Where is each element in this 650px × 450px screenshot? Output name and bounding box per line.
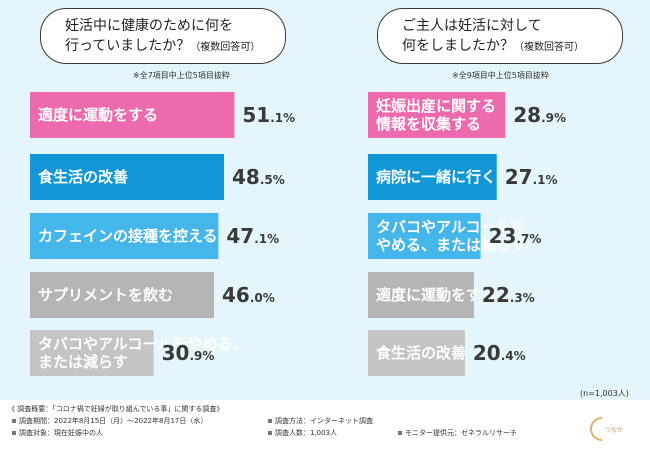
left-question-line2: 行っていましたか？ xyxy=(65,38,191,54)
bar-charts: 適度に運動をする 51.1% 食生活の改善 48.5% カフェインの接種を控える 47.1… xyxy=(30,92,566,376)
value-label-left-3: 47.1% xyxy=(226,224,279,248)
value-label-left-1: 51.1% xyxy=(242,103,295,127)
right-chart-panel: ご主人は妊活に対して 何をしましたか？（複数回答可） ※全9項目中上位5項目抜粋 xyxy=(325,0,650,400)
value-label-right-4: 22.3% xyxy=(482,283,535,307)
survey-period: 調査期間：2022年8月15日（月）～2022年8月17日（水） xyxy=(19,417,208,425)
left-question-bubble: 妊活中に健康のために何を 行っていましたか？（複数回答可） xyxy=(40,8,286,64)
bar-label-left-5: タバコやアルコールをやめる、または減らす xyxy=(38,335,248,371)
left-question-line1: 妊活中に健康のために何を xyxy=(65,18,233,34)
left-chart-panel: 妊活中に健康のために何を 行っていましたか？（複数回答可） ※全7項目中上位5項… xyxy=(0,0,325,400)
survey-method: 調査方法：インターネット調査 xyxy=(275,417,373,425)
sample-size: (n=1,003人) xyxy=(580,389,629,398)
survey-footer: 《 調査概要：「コロナ禍で妊婦が取り組んでいる事」に関する調査》 調査期間：20… xyxy=(0,400,650,450)
bar-left-1 xyxy=(30,92,235,138)
right-note: ※全9項目中上位5項目抜粋 xyxy=(452,71,549,80)
bar-right-4 xyxy=(368,272,474,318)
right-question-line1: ご主人は妊活に対して xyxy=(402,18,542,34)
value-label-right-1: 28.9% xyxy=(513,103,566,127)
survey-target: 調査対象：現在妊娠中の人 xyxy=(19,429,103,437)
bar-left-3 xyxy=(30,213,219,259)
value-label-left-4: 46.0% xyxy=(222,283,275,307)
bar-label-right-4: 適度に運動をする xyxy=(376,286,496,304)
bar-label-right-3: タバコやアルコールをやめる、または減らす xyxy=(376,218,526,254)
bar-label-right-5: 食生活の改善 xyxy=(376,344,466,362)
bar-right-2 xyxy=(368,154,497,200)
bar-left-4 xyxy=(30,272,214,318)
bar-label-left-2: 食生活の改善 xyxy=(38,168,128,186)
bar-right-1 xyxy=(368,92,506,138)
bar-right-3 xyxy=(368,213,481,259)
right-question-line2: 何をしましたか？ xyxy=(402,38,514,54)
left-note: ※全7項目中上位5項目抜粋 xyxy=(133,71,230,80)
bar-label-right-1: 妊娠出産に関する情報を収集する xyxy=(376,97,496,133)
left-question-suffix: （複数回答可） xyxy=(190,42,261,53)
value-label-right-3: 23.7% xyxy=(489,224,542,248)
bar-right-5 xyxy=(368,330,465,376)
bar-label-left-4: サプリメントを飲む xyxy=(38,286,173,304)
bar-label-left-1: 適度に運動をする xyxy=(38,106,158,124)
bar-left-2 xyxy=(30,154,224,200)
value-label-right-5: 20.4% xyxy=(473,341,526,365)
right-question-bubble: ご主人は妊活に対して 何をしましたか？（複数回答可） xyxy=(377,8,623,64)
survey-overview: 《 調査概要：「コロナ禍で妊婦が取り組んでいる事」に関する調査》 xyxy=(8,405,224,413)
brand-logo: つながる未来 xyxy=(590,417,624,441)
bar-left-5 xyxy=(30,330,154,376)
right-question-suffix: （複数回答可） xyxy=(514,42,584,53)
survey-provider: モニター提供元：ゼネラルリサーチ xyxy=(405,429,517,437)
value-label-left-2: 48.5% xyxy=(232,165,285,189)
value-label-right-2: 27.1% xyxy=(505,165,558,189)
value-label-left-5: 30.9% xyxy=(162,341,215,365)
bar-label-right-2: 病院に一緒に行く xyxy=(376,168,496,186)
logo-text: つながる未来 xyxy=(605,426,624,434)
bar-label-left-3: カフェインの接種を控える xyxy=(38,227,218,245)
survey-respondents: 調査人数：1,003人 xyxy=(275,429,338,437)
